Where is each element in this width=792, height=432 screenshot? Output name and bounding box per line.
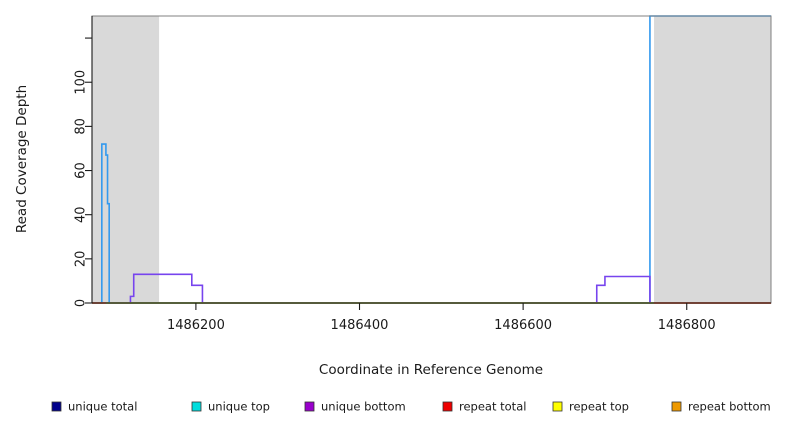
y-tick-label-2: 40 <box>74 206 89 223</box>
legend-swatch-2 <box>304 401 315 412</box>
legend-label-3: repeat total <box>459 400 526 414</box>
legend-label-1: unique top <box>208 400 270 414</box>
legend-label-2: unique bottom <box>321 400 406 414</box>
legend-swatch-3 <box>442 401 453 412</box>
shaded-region-0 <box>92 16 160 303</box>
x-tick-label-0: 1486200 <box>167 318 225 333</box>
shaded-region-1 <box>654 16 771 303</box>
y-tick-label-4: 80 <box>74 118 89 135</box>
y-axis: 0 20 40 60 80 100 <box>74 16 93 307</box>
legend-swatch-1 <box>191 401 202 412</box>
x-tick-label-3: 1486800 <box>658 318 716 333</box>
y-axis-title: Read Coverage Depth <box>14 85 30 233</box>
x-axis-title: Coordinate in Reference Genome <box>319 362 543 378</box>
series-line-unique-bottom <box>92 273 771 304</box>
legend-swatch-5 <box>671 401 682 412</box>
legend-swatch-4 <box>552 401 563 412</box>
y-tick-label-5: 100 <box>74 70 89 95</box>
legend: unique total unique top unique bottom repea… <box>51 400 771 414</box>
shaded-regions-group <box>92 16 771 303</box>
y-tick-label-1: 20 <box>74 251 89 268</box>
legend-label-0: unique total <box>68 400 137 414</box>
series-line-unique-top <box>92 15 771 304</box>
legend-label-4: repeat top <box>569 400 629 414</box>
legend-swatch-0 <box>51 401 62 412</box>
x-axis: 1486200 1486400 1486600 1486800 <box>92 302 771 333</box>
y-tick-label-3: 60 <box>74 162 89 179</box>
x-tick-label-1: 1486400 <box>331 318 389 333</box>
legend-label-5: repeat bottom <box>688 400 771 414</box>
x-tick-label-2: 1486600 <box>494 318 552 333</box>
y-tick-label-0: 0 <box>74 299 89 307</box>
